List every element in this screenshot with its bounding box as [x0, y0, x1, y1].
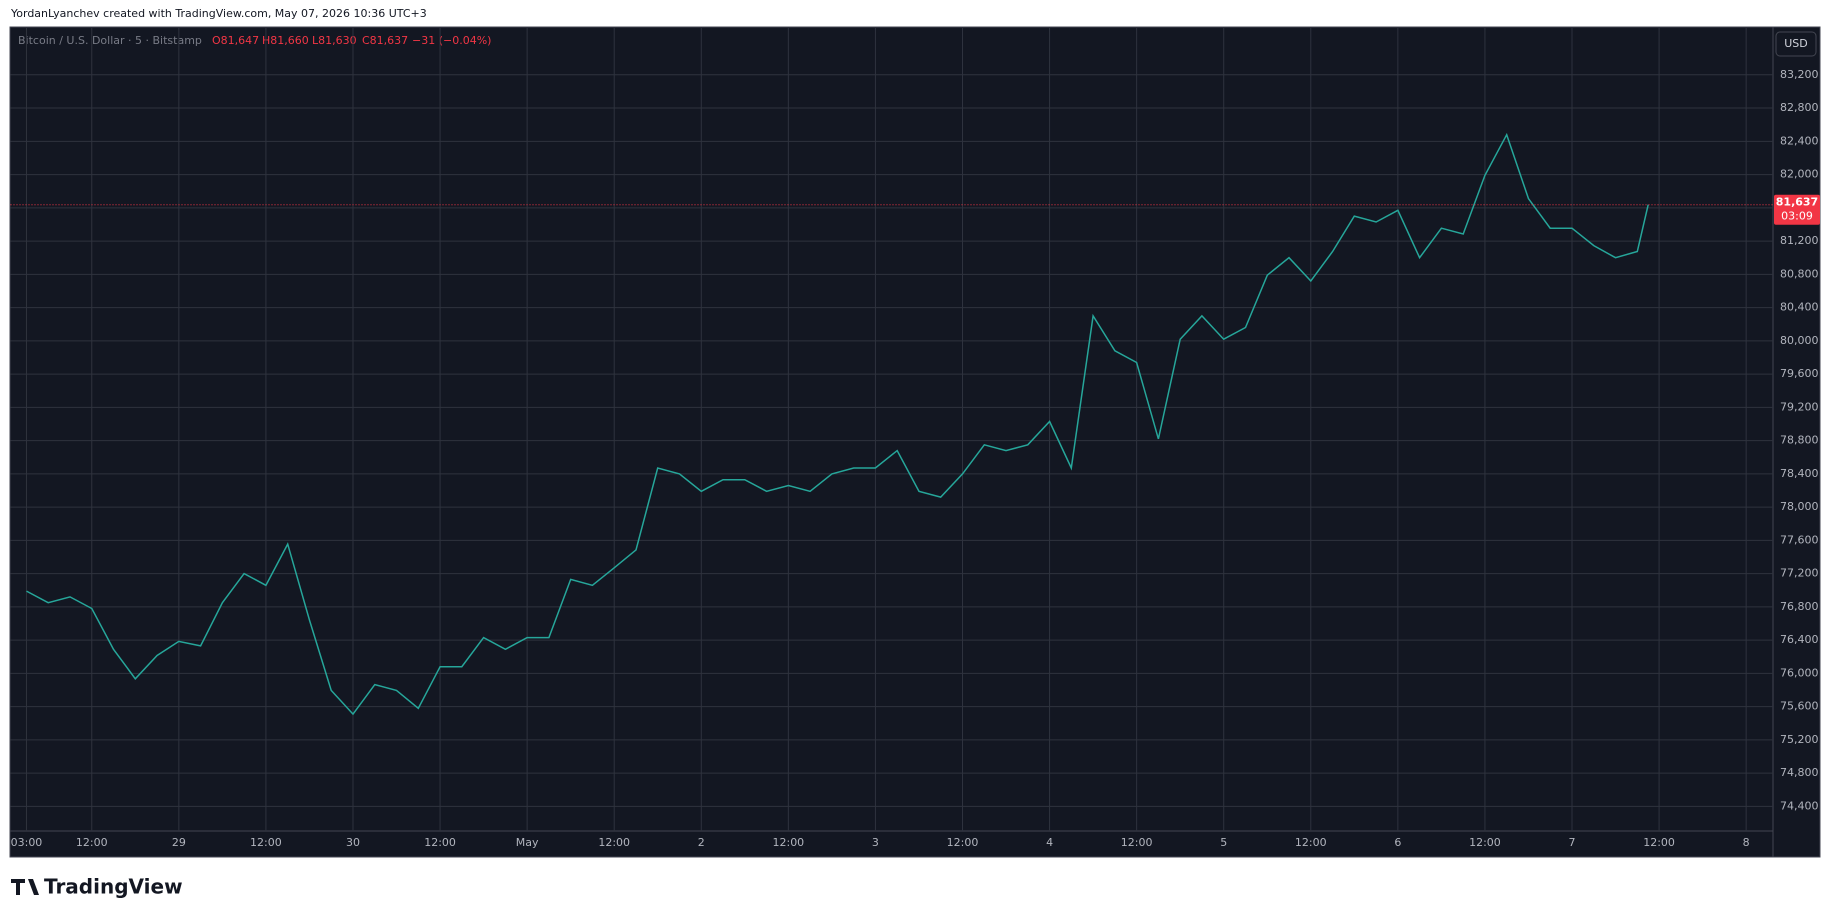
- y-tick-label: 74,800: [1780, 766, 1819, 779]
- y-tick-label: 76,400: [1780, 633, 1819, 646]
- x-tick-label: 12:00: [772, 836, 804, 849]
- x-tick-label: 12:00: [250, 836, 282, 849]
- x-tick-label: May: [516, 836, 539, 849]
- x-tick-label: 12:00: [598, 836, 630, 849]
- x-tick-label: 30: [346, 836, 360, 849]
- y-tick-label: 77,600: [1780, 533, 1819, 546]
- y-tick-label: 83,200: [1780, 68, 1819, 81]
- credit: YordanLyanchev created with TradingView.…: [10, 7, 427, 20]
- legend-high: H81,660: [262, 34, 309, 47]
- y-tick-label: 75,200: [1780, 733, 1819, 746]
- y-tick-label: 79,600: [1780, 367, 1819, 380]
- currency[interactable]: USD: [1784, 37, 1808, 50]
- y-tick-label: 75,600: [1780, 700, 1819, 713]
- legend-symbol: Bitcoin / U.S. Dollar · 5 · Bitstamp: [18, 34, 202, 47]
- currency-button[interactable]: [1775, 31, 1817, 57]
- legend-low: L81,630: [312, 34, 357, 47]
- y-tick-label: 76,000: [1780, 666, 1819, 679]
- x-tick-label: 12:00: [947, 836, 979, 849]
- last-price-tag: [1774, 194, 1820, 225]
- x-tick-label: 7: [1569, 836, 1576, 849]
- x-tick-label: 5: [1220, 836, 1227, 849]
- y-tick-label: 79,200: [1780, 400, 1819, 413]
- y-tick-label: 76,800: [1780, 600, 1819, 613]
- legend-close: C81,637: [362, 34, 408, 47]
- countdown: 03:09: [1781, 210, 1813, 223]
- x-tick-label: 8: [1743, 836, 1750, 849]
- brand: TradingView: [44, 875, 183, 899]
- x-tick-label: 6: [1394, 836, 1401, 849]
- x-tick-label: 29: [172, 836, 186, 849]
- x-tick-label: 2: [698, 836, 705, 849]
- y-tick-label: 78,000: [1780, 500, 1819, 513]
- y-tick-label: 80,400: [1780, 301, 1819, 314]
- y-tick-label: 80,800: [1780, 267, 1819, 280]
- y-tick-label: 77,200: [1780, 567, 1819, 580]
- legend-open: O81,647: [212, 34, 259, 47]
- y-tick-label: 82,000: [1780, 168, 1819, 181]
- x-tick-label: 12:00: [1643, 836, 1675, 849]
- y-tick-label: 82,400: [1780, 134, 1819, 147]
- x-tick-label: 12:00: [76, 836, 108, 849]
- x-tick-label: 12:00: [1121, 836, 1153, 849]
- y-tick-label: 82,800: [1780, 101, 1819, 114]
- legend-change: −31 (−0.04%): [412, 34, 491, 47]
- price-line: [26, 132, 1649, 716]
- y-tick-label: 80,000: [1780, 334, 1819, 347]
- x-tick-label: 12:00: [1295, 836, 1327, 849]
- y-tick-label: 74,400: [1780, 799, 1819, 812]
- brand-logo: TradingView: [11, 875, 183, 899]
- x-tick-label: 03:00: [11, 836, 43, 849]
- y-tick-label: 81,200: [1780, 234, 1819, 247]
- x-tick-label: 3: [872, 836, 879, 849]
- x-tick-label: 12:00: [424, 836, 456, 849]
- last-price-label: 81,637: [1776, 196, 1818, 209]
- chart-panel: [9, 26, 1821, 858]
- x-tick-label: 4: [1046, 836, 1053, 849]
- x-tick-label: 12:00: [1469, 836, 1501, 849]
- y-tick-label: 78,400: [1780, 467, 1819, 480]
- y-tick-label: 78,800: [1780, 434, 1819, 447]
